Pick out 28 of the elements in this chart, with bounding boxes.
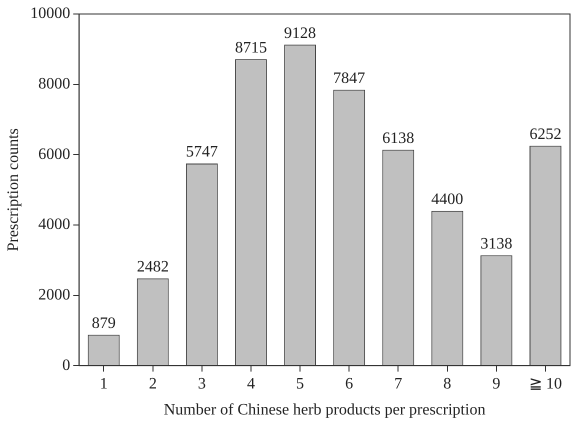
- data-label: 3138: [480, 235, 512, 252]
- x-tick-label: 9: [492, 375, 500, 392]
- y-axis-title: Prescription counts: [4, 128, 22, 252]
- y-tick-label: 0: [62, 356, 70, 374]
- data-label: 6252: [529, 126, 562, 143]
- y-tick-label: 10000: [30, 5, 70, 22]
- y-tick-label: 6000: [38, 146, 70, 163]
- x-tick-label: 6: [345, 375, 354, 392]
- x-axis-title: Number of Chinese herb products per prescription: [164, 402, 486, 419]
- x-tick-label: 4: [246, 375, 255, 392]
- x-tick-label: 7: [394, 375, 402, 392]
- data-label: 2482: [136, 258, 169, 276]
- data-label: 8715: [234, 39, 267, 56]
- x-tick-label: 8: [443, 375, 452, 392]
- y-tick-label: 8000: [38, 76, 70, 93]
- x-tick-label: 1: [100, 375, 108, 392]
- x-tick-label: ≧ 10: [528, 375, 562, 392]
- y-tick-label: 4000: [38, 216, 70, 234]
- x-tick-label: 5: [296, 375, 304, 392]
- data-label: 879: [92, 314, 116, 332]
- data-label: 9128: [284, 24, 316, 42]
- x-tick-label: 2: [148, 375, 157, 392]
- x-tick-label: 3: [198, 375, 206, 392]
- data-label: 7847: [333, 70, 366, 87]
- data-label: 6138: [382, 130, 414, 147]
- y-tick-label: 2000: [38, 286, 70, 304]
- data-label: 4400: [431, 191, 464, 208]
- data-label: 5747: [186, 144, 218, 161]
